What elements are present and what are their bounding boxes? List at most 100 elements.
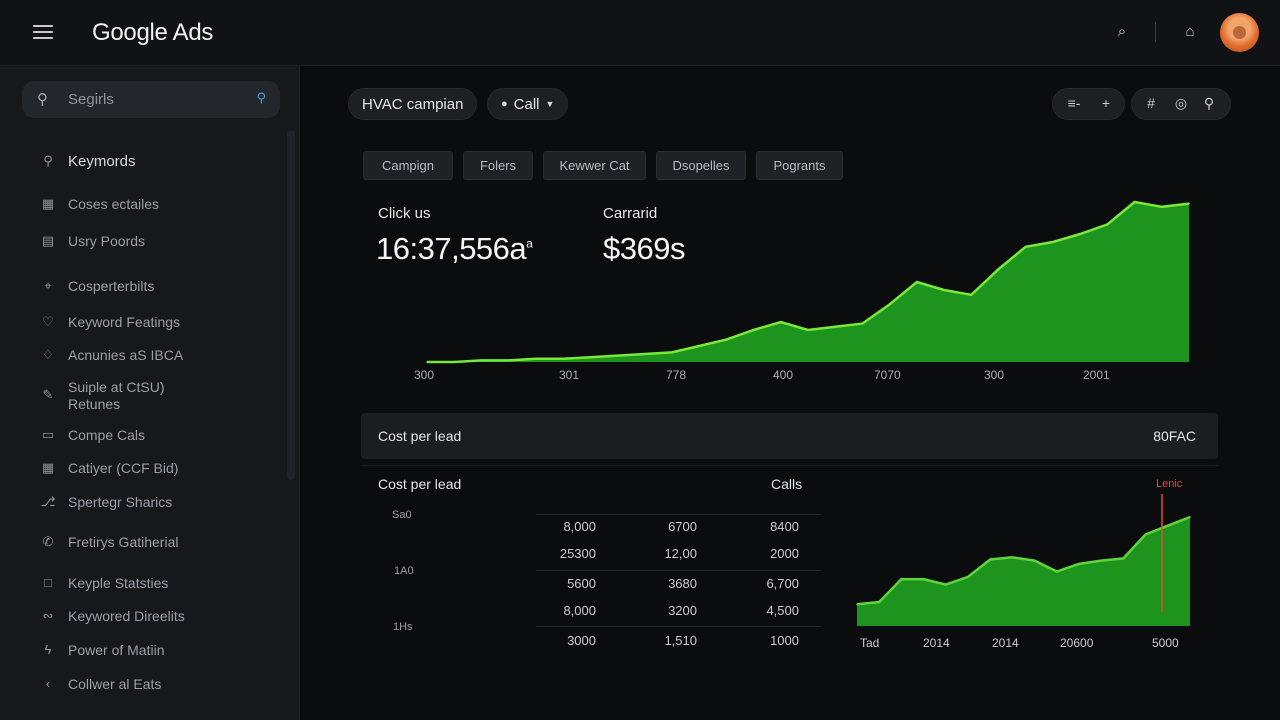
- calls-chart-point: [1011, 556, 1014, 559]
- main-chart-point: [1188, 202, 1190, 205]
- add-icon[interactable]: +: [1101, 95, 1111, 111]
- sidebar-item-label: Keyword Featings: [68, 314, 181, 330]
- calls-chart-point: [1144, 533, 1147, 536]
- main-chart-point: [834, 326, 837, 328]
- app-logo: Google Ads: [92, 19, 214, 46]
- table-icon: ▦: [41, 460, 55, 475]
- chat-icon: ▭: [41, 427, 55, 442]
- calls-chart-point: [1122, 557, 1125, 560]
- calls-area-chart: [856, 494, 1191, 626]
- calls-chart-area-fill: [857, 517, 1190, 626]
- grid-icon: ▤: [41, 233, 55, 248]
- calendar-icon: ▦: [41, 196, 55, 211]
- table-cell: 1,510: [664, 633, 697, 648]
- table-divider: [536, 570, 821, 571]
- hash-icon[interactable]: #: [1147, 95, 1155, 111]
- user-icon[interactable]: ⚲: [1203, 95, 1215, 111]
- table-cell: 2000: [770, 546, 799, 561]
- sidebar-item-14[interactable]: ‹ Collwer al Eats: [0, 670, 280, 700]
- shield-icon: ♢: [42, 347, 54, 362]
- sidebar-item-label: Keyple Statsties: [68, 575, 169, 591]
- tab-properties[interactable]: Dsopelles: [656, 151, 746, 180]
- main-chart-point: [779, 321, 782, 323]
- sidebar-item-keywords[interactable]: ⚲ Keymords: [0, 147, 280, 177]
- top-divider: [1155, 22, 1156, 42]
- link-icon: ∾: [42, 608, 54, 623]
- tab-campaign[interactable]: Campign: [363, 151, 453, 180]
- sidebar-item-12[interactable]: ∾ Keywored Direelits: [0, 602, 280, 632]
- sidebar-item-7[interactable]: ▭ Compe Cals: [0, 421, 280, 451]
- sidebar-item-11[interactable]: □ Keyple Statsties: [0, 569, 280, 599]
- tab-folders[interactable]: Folers: [463, 151, 533, 180]
- x-tick: 2014: [992, 636, 1019, 650]
- calls-chart-point: [878, 601, 880, 603]
- calls-title: Calls: [771, 476, 803, 492]
- pin-icon: ♡: [42, 314, 54, 329]
- table-cell: 4,500: [766, 603, 799, 618]
- main-chart-point: [562, 358, 564, 360]
- main-chart-point: [616, 354, 619, 357]
- sidebar-item-4[interactable]: ♡ Keyword Featings: [0, 308, 280, 338]
- pin-icon: ●: [501, 98, 508, 110]
- sidebar-item-13[interactable]: ϟ Power of Matiin: [0, 636, 280, 666]
- home-icon[interactable]: ⌂: [1185, 23, 1195, 40]
- main-chart-point: [807, 329, 809, 331]
- metric-cost-value: $369s: [603, 231, 685, 266]
- calls-chart-point: [945, 583, 947, 586]
- main-chart-point: [752, 329, 755, 331]
- calls-chart-point: [967, 576, 969, 578]
- search-icon[interactable]: ⌕: [1117, 23, 1127, 40]
- x-tick: 7070: [874, 368, 901, 382]
- search-icon: ⚲: [37, 91, 48, 108]
- main-chart-point: [1106, 223, 1109, 226]
- sidebar-item-label: Suiple at CtSU) Retunes: [68, 379, 164, 413]
- table-cell: 25300: [559, 546, 596, 561]
- main-chart-point: [698, 345, 700, 347]
- cost-per-lead-summary[interactable]: Cost per lead 80FAC: [361, 413, 1218, 459]
- tab-keyword-cat[interactable]: Kewwer Cat: [543, 151, 646, 180]
- call-filter-dropdown[interactable]: ● Call ▼: [487, 88, 569, 120]
- call-chip-label: Call: [513, 95, 540, 113]
- sidebar-item-10[interactable]: ✆ Fretirys Gatiherial: [0, 528, 280, 558]
- sidebar-item-6[interactable]: ✎ Suiple at CtSU) Retunes: [0, 373, 280, 413]
- search-submit-icon[interactable]: ⚲: [256, 90, 266, 105]
- calls-chart-point: [1189, 516, 1191, 518]
- avatar[interactable]: [1220, 13, 1259, 52]
- sidebar-scrollbar[interactable]: [287, 130, 295, 480]
- metric-clicks-label: Click us: [378, 205, 431, 222]
- metric-clicks-number: 16:37,556a: [376, 231, 527, 266]
- calls-chart-point: [1033, 559, 1036, 562]
- tab-programs[interactable]: Pogrants: [756, 151, 843, 180]
- summary-label: Cost per lead: [378, 428, 462, 444]
- main-chart-point: [426, 361, 428, 363]
- hamburger-menu-icon[interactable]: [33, 25, 53, 41]
- filter-icon[interactable]: ≡-: [1067, 95, 1081, 111]
- sidebar-item-label: Spertegr Sharics: [68, 494, 173, 510]
- search-icon: ⚲: [43, 153, 53, 168]
- sidebar-item-1[interactable]: ▦ Coses ectailes: [0, 190, 280, 220]
- search-input[interactable]: ⚲ Segirls ⚲: [22, 81, 280, 118]
- sidebar-item-9[interactable]: ⎇ Spertegr Sharics: [0, 488, 280, 518]
- sidebar-item-label: Power of Matiin: [68, 642, 165, 658]
- main-chart-point: [480, 359, 483, 362]
- row-label: 1A0: [394, 565, 414, 577]
- bolt-icon: ϟ: [44, 642, 52, 657]
- chevron-left-icon: ‹: [45, 676, 51, 691]
- x-tick: 5000: [1152, 636, 1179, 650]
- sidebar-item-8[interactable]: ▦ Catiyer (CCF Bid): [0, 454, 280, 484]
- sidebar-item-2[interactable]: ▤ Usry Poords: [0, 227, 280, 257]
- main-content: HVAC campian ● Call ▼ ≡- + # ◎ ⚲ Campign…: [301, 66, 1280, 720]
- x-tick: 300: [414, 368, 435, 382]
- phone-icon: ✆: [42, 534, 54, 549]
- sidebar-item-5[interactable]: ♢ Acnunies aS IBCA: [0, 341, 280, 371]
- main-chart-point: [1133, 201, 1136, 203]
- campaign-selector[interactable]: HVAC campian: [348, 88, 478, 120]
- main-chart-point: [535, 358, 537, 360]
- x-tick: 2001: [1083, 368, 1110, 382]
- target-icon[interactable]: ◎: [1174, 95, 1188, 111]
- pencil-icon: ✎: [42, 387, 54, 402]
- table-cell: 6700: [668, 519, 697, 534]
- main-chart-point: [643, 353, 646, 355]
- top-bar: Google Ads ⌕ ⌂: [0, 0, 1280, 66]
- sidebar-item-3[interactable]: ⌖ Cosperterbilts: [0, 272, 280, 302]
